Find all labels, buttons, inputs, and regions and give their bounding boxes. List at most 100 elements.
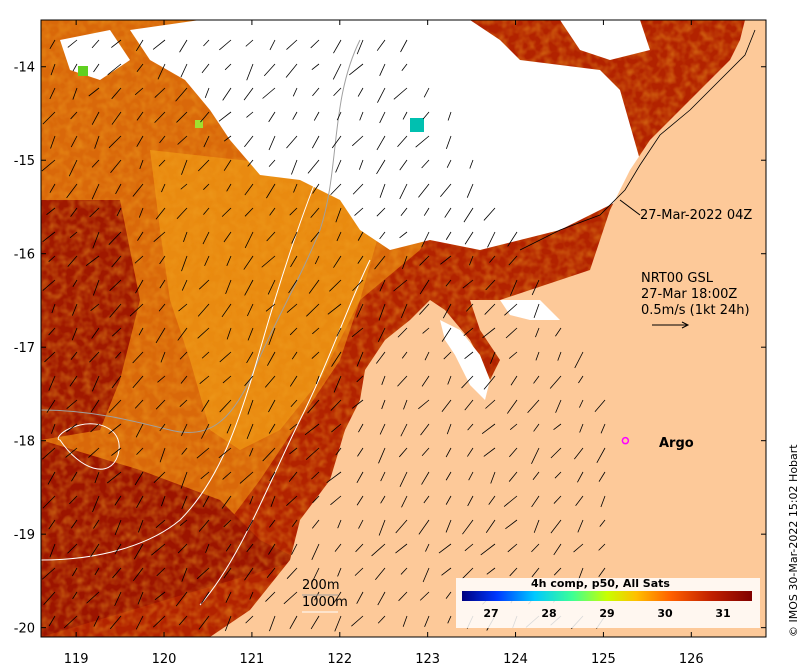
current-vector	[441, 567, 452, 576]
current-vector	[202, 495, 210, 508]
current-vector	[180, 471, 188, 489]
current-vector	[155, 327, 166, 344]
current-vector	[71, 567, 78, 577]
current-vector	[221, 495, 232, 509]
current-vector	[311, 351, 320, 359]
current-vector	[359, 111, 364, 121]
current-vector	[268, 423, 276, 434]
current-vector	[203, 39, 210, 47]
current-vector	[111, 87, 122, 100]
current-vector	[289, 375, 298, 387]
current-vector	[395, 519, 408, 534]
current-vector	[225, 591, 232, 603]
current-vector	[136, 447, 144, 455]
current-vector	[379, 279, 386, 292]
current-vector	[181, 423, 188, 436]
current-vector	[533, 375, 540, 384]
current-vector	[70, 207, 78, 217]
current-vector	[510, 375, 518, 386]
current-vector	[508, 471, 518, 482]
current-vector	[138, 327, 144, 336]
lon-tick-label: 119	[64, 652, 89, 667]
current-vector	[310, 231, 320, 243]
current-vector	[507, 231, 518, 247]
current-vector	[337, 519, 342, 529]
current-vector	[132, 351, 144, 364]
current-vector	[50, 63, 56, 76]
current-vector	[330, 183, 342, 196]
cool-patch	[410, 118, 424, 132]
current-vector	[286, 39, 298, 50]
current-vector	[400, 207, 408, 217]
lon-tick-label: 122	[327, 652, 352, 667]
current-vector	[246, 423, 254, 439]
current-vector	[203, 207, 210, 215]
current-vector	[579, 423, 584, 433]
current-vector	[201, 399, 210, 412]
current-vector	[421, 447, 430, 457]
current-vector	[333, 255, 342, 268]
current-vector	[43, 591, 56, 605]
current-vector	[201, 63, 210, 74]
lat-tick-label: -18	[14, 435, 35, 450]
current-vector	[243, 255, 254, 270]
current-vector	[181, 255, 188, 272]
current-vector	[464, 399, 474, 411]
current-vector	[555, 327, 562, 337]
current-vector	[226, 255, 232, 266]
current-vector	[283, 591, 298, 605]
current-vector	[179, 519, 188, 526]
current-vector	[243, 87, 254, 101]
current-vector	[199, 375, 210, 384]
current-vector	[246, 303, 254, 317]
current-vector	[533, 423, 540, 432]
current-vector	[381, 399, 386, 410]
current-vector	[111, 375, 122, 389]
current-vector	[219, 399, 232, 413]
current-vector	[400, 567, 408, 575]
current-vector	[268, 159, 276, 167]
current-vector	[153, 471, 166, 483]
current-vector	[246, 111, 254, 118]
current-vector	[179, 351, 188, 360]
current-vector	[51, 423, 56, 434]
current-vector	[225, 543, 232, 552]
current-vector	[533, 519, 540, 533]
current-vector	[401, 351, 408, 359]
current-vector	[180, 63, 188, 78]
current-vector	[246, 63, 254, 81]
current-vector	[244, 183, 254, 196]
current-vector	[331, 135, 342, 149]
current-vector	[397, 135, 408, 148]
current-vector	[357, 255, 364, 264]
current-vector	[218, 447, 232, 459]
current-vector	[485, 279, 496, 291]
current-vector	[399, 159, 408, 171]
current-vector	[442, 303, 452, 319]
current-vector	[110, 159, 122, 174]
current-vector	[197, 327, 210, 339]
lon-tick-label: 125	[591, 652, 616, 667]
current-vector	[223, 159, 232, 171]
current-vector	[490, 351, 496, 364]
current-vector	[111, 255, 122, 268]
current-vector	[535, 327, 540, 338]
current-vector	[376, 159, 386, 175]
current-vector	[72, 87, 78, 100]
current-vector	[425, 543, 430, 552]
current-vector	[134, 87, 144, 96]
current-vector	[183, 231, 188, 243]
current-vector	[311, 63, 320, 71]
current-vector	[399, 471, 408, 487]
current-vector	[181, 447, 188, 455]
current-vector	[334, 615, 342, 632]
current-vector	[421, 231, 430, 248]
current-vector	[358, 423, 364, 433]
current-vector	[351, 327, 364, 338]
current-vector	[468, 471, 474, 481]
cool-patch-3	[195, 120, 203, 128]
current-vector	[292, 111, 298, 120]
current-vector	[203, 135, 210, 148]
current-vector	[355, 543, 364, 553]
current-vector	[135, 615, 144, 630]
